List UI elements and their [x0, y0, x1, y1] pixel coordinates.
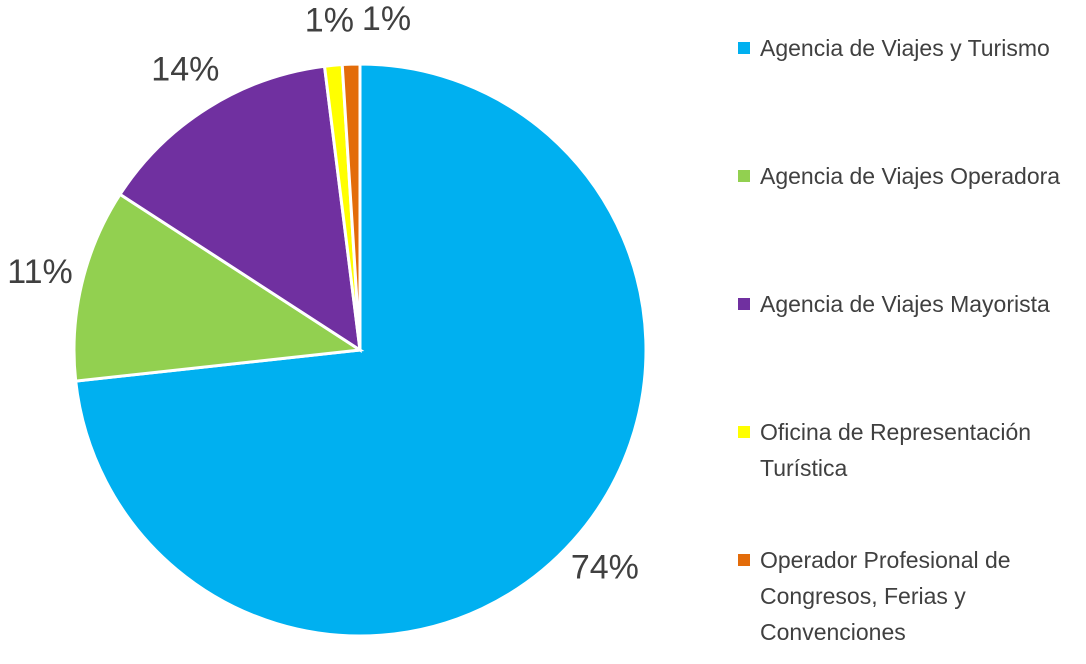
pie-slice — [340, 62, 362, 351]
legend-label: Operador Profesional de Congresos, Feria… — [760, 547, 1011, 645]
legend-swatch — [738, 554, 750, 566]
legend-swatch — [738, 42, 750, 54]
legend-item: Operador Profesional de Congresos, Feria… — [738, 542, 1078, 664]
legend-label: Oficina de Representación Turística — [760, 419, 1032, 481]
legend-label: Agencia de Viajes y Turismo — [760, 35, 1050, 61]
legend-label: Agencia de Viajes Mayorista — [760, 291, 1050, 317]
data-label: 1% — [362, 0, 411, 38]
legend-item: Agencia de Viajes Mayorista — [738, 286, 1078, 414]
legend-item: Agencia de Viajes y Turismo — [738, 30, 1078, 158]
data-label: 74% — [571, 549, 639, 587]
data-label: 1% — [305, 2, 354, 40]
data-label: 11% — [7, 253, 73, 291]
legend-swatch — [738, 426, 750, 438]
legend-item: Oficina de Representación Turística — [738, 414, 1078, 542]
legend: Agencia de Viajes y Turismo Agencia de Vi… — [738, 30, 1078, 664]
pie-slice — [117, 64, 362, 354]
legend-label: Agencia de Viajes Operadora — [760, 163, 1061, 189]
legend-swatch — [738, 298, 750, 310]
data-label: 14% — [151, 50, 219, 88]
legend-swatch — [738, 170, 750, 182]
legend-item: Agencia de Viajes Operadora — [738, 158, 1078, 286]
pie-slice — [72, 192, 365, 383]
